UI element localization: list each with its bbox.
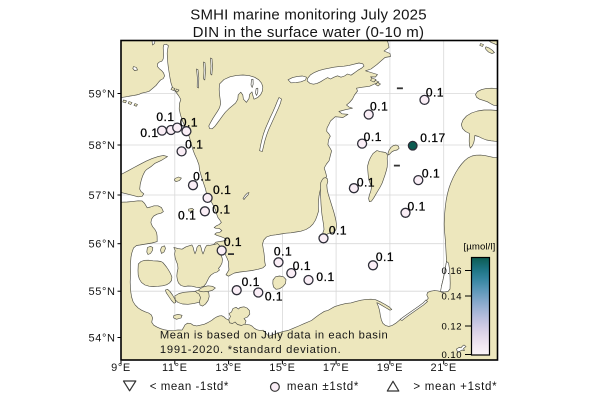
svg-text:13°E: 13°E (215, 362, 241, 374)
svg-text:54°N: 54°N (89, 332, 116, 344)
svg-text:0.1: 0.1 (178, 208, 196, 222)
svg-text:21°E: 21°E (431, 362, 457, 374)
svg-text:0.1: 0.1 (213, 183, 231, 197)
svg-text:55°N: 55°N (89, 286, 116, 298)
svg-text:0.1: 0.1 (408, 200, 426, 214)
svg-text:0.1: 0.1 (185, 138, 203, 152)
svg-text:11°E: 11°E (162, 362, 188, 374)
svg-text:[µmol/l]: [µmol/l] (464, 242, 496, 253)
svg-text:17°E: 17°E (323, 362, 349, 374)
svg-text:0.1: 0.1 (265, 289, 283, 303)
svg-text:0.14: 0.14 (442, 291, 463, 302)
svg-text:mean ±1std*: mean ±1std* (287, 381, 359, 393)
svg-text:0.1: 0.1 (357, 176, 375, 190)
svg-text:0.1: 0.1 (426, 86, 444, 100)
svg-text:0.1: 0.1 (212, 203, 230, 217)
svg-text:0.1: 0.1 (370, 100, 388, 114)
svg-text:0.1: 0.1 (293, 259, 311, 273)
svg-text:< mean -1std*: < mean -1std* (150, 381, 229, 393)
svg-text:0.1: 0.1 (224, 235, 242, 249)
svg-text:15°E: 15°E (269, 362, 295, 374)
svg-text:0.1: 0.1 (242, 275, 260, 289)
svg-text:0.1: 0.1 (156, 110, 174, 124)
svg-text:0.17: 0.17 (420, 131, 446, 145)
svg-text:56°N: 56°N (89, 239, 116, 251)
svg-text:57°N: 57°N (89, 190, 116, 202)
svg-text:0.12: 0.12 (442, 321, 463, 332)
svg-text:0.1: 0.1 (316, 270, 334, 284)
svg-text:19°E: 19°E (377, 362, 403, 374)
svg-text:0.16: 0.16 (442, 266, 463, 277)
svg-text:0.1: 0.1 (376, 250, 394, 264)
svg-text:0.1: 0.1 (422, 166, 440, 180)
svg-text:0.1: 0.1 (140, 126, 158, 140)
svg-text:SMHI marine monitoring July 20: SMHI marine monitoring July 2025 (190, 7, 427, 24)
svg-text:0.1: 0.1 (180, 116, 198, 130)
svg-text:DIN in the surface water (0-10: DIN in the surface water (0-10 m) (193, 24, 425, 41)
svg-text:9°E: 9°E (111, 362, 131, 374)
svg-text:0.1: 0.1 (193, 170, 211, 184)
svg-text:58°N: 58°N (89, 140, 116, 152)
svg-text:59°N: 59°N (89, 88, 116, 100)
svg-text:0.1: 0.1 (329, 224, 347, 238)
svg-text:0.1: 0.1 (274, 245, 292, 259)
svg-text:Mean is based on July data in: Mean is based on July data in each basin (160, 330, 388, 342)
svg-text:> mean +1std*: > mean +1std* (413, 381, 497, 393)
svg-text:0.1: 0.1 (364, 130, 382, 144)
svg-text:1991-2020. *standard deviation: 1991-2020. *standard deviation. (160, 344, 342, 356)
svg-text:0.10: 0.10 (442, 350, 463, 361)
